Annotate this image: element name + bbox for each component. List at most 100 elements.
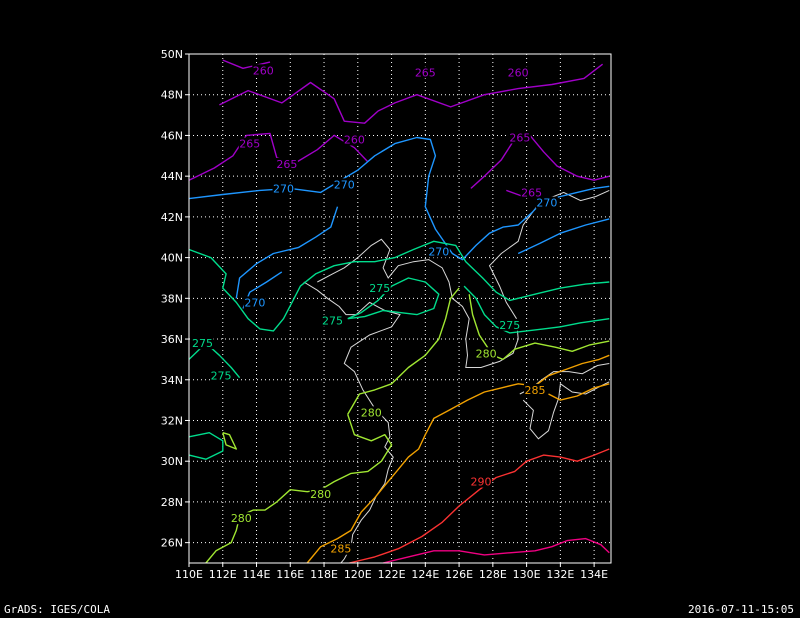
contour-label-bg bbox=[309, 487, 332, 500]
contour-label-bg bbox=[210, 369, 233, 382]
contour-label: 290 bbox=[471, 476, 492, 489]
contour-label-bg bbox=[230, 512, 253, 525]
y-tick-label: 40N bbox=[161, 252, 183, 265]
contour-label: 270 bbox=[273, 182, 294, 195]
x-tick-label: 132E bbox=[546, 568, 574, 581]
x-tick-label: 134E bbox=[580, 568, 608, 581]
contour-label-bg bbox=[272, 182, 295, 195]
contour-lines bbox=[188, 59, 610, 564]
contour-line-290 bbox=[349, 448, 610, 564]
footer-timestamp: 2016-07-11-15:05 bbox=[688, 603, 794, 616]
y-tick-label: 26N bbox=[161, 537, 183, 550]
contour-label-bg bbox=[360, 406, 383, 419]
y-tick-label: 42N bbox=[161, 211, 183, 224]
contour-label-bg bbox=[329, 542, 352, 555]
x-tick-label: 114E bbox=[243, 568, 271, 581]
coastline-path bbox=[303, 281, 401, 564]
contour-line-280 bbox=[205, 414, 393, 564]
contour-label: 260 bbox=[508, 66, 529, 79]
contour-line-265 bbox=[470, 134, 610, 189]
y-tick-label: 32N bbox=[161, 414, 183, 427]
x-tick-label: 112E bbox=[209, 568, 237, 581]
contour-label-bg bbox=[252, 64, 275, 77]
contour-label: 275 bbox=[499, 319, 520, 332]
contour-line-260 bbox=[222, 59, 271, 70]
contour-label-bg bbox=[368, 282, 391, 295]
y-tick-label: 30N bbox=[161, 455, 183, 468]
contour-label: 260 bbox=[253, 64, 274, 77]
contour-label: 285 bbox=[330, 543, 351, 556]
contour-label: 280 bbox=[231, 512, 252, 525]
contour-label: 280 bbox=[361, 406, 382, 419]
contour-line-275 bbox=[188, 240, 610, 332]
contour-line-275 bbox=[463, 285, 610, 334]
contour-line-285 bbox=[306, 354, 610, 564]
contour-label-bg bbox=[343, 133, 366, 146]
y-tick-label: 50N bbox=[161, 48, 183, 61]
contour-label-bg bbox=[535, 196, 558, 209]
contour-label: 270 bbox=[334, 178, 355, 191]
contour-label: 265 bbox=[521, 186, 542, 199]
contour-line-270 bbox=[235, 206, 339, 299]
x-tick-label: 128E bbox=[479, 568, 507, 581]
contour-label-bg bbox=[524, 383, 547, 396]
contour-label: 265 bbox=[239, 138, 260, 151]
contour-label: 275 bbox=[369, 282, 390, 295]
contour-label: 265 bbox=[509, 131, 530, 144]
contour-line-270 bbox=[517, 218, 610, 255]
x-tick-label: 116E bbox=[276, 568, 304, 581]
y-tick-label: 28N bbox=[161, 496, 183, 509]
contour-label: 270 bbox=[536, 197, 557, 210]
contour-label: 275 bbox=[322, 315, 343, 328]
contour-label: 275 bbox=[211, 370, 232, 383]
y-tick-label: 38N bbox=[161, 292, 183, 305]
x-tick-label: 110E bbox=[175, 568, 203, 581]
contour-label-bg bbox=[475, 347, 498, 360]
contour-label: 280 bbox=[310, 488, 331, 501]
contour-label-bg bbox=[275, 157, 298, 170]
y-tick-label: 48N bbox=[161, 89, 183, 102]
contour-label: 260 bbox=[344, 134, 365, 147]
contour-label-bg bbox=[321, 314, 344, 327]
y-tick-label: 44N bbox=[161, 170, 183, 183]
contour-label-bg bbox=[520, 186, 543, 199]
y-tick-label: 36N bbox=[161, 333, 183, 346]
contour-label: 280 bbox=[476, 347, 497, 360]
contour-line-275 bbox=[347, 277, 440, 320]
contour-label-bg bbox=[333, 178, 356, 191]
y-tick-label: 46N bbox=[161, 129, 183, 142]
coastline-path bbox=[317, 206, 538, 368]
plot-frame bbox=[188, 53, 612, 564]
x-tick-label: 122E bbox=[378, 568, 406, 581]
x-tick-label: 130E bbox=[513, 568, 541, 581]
coastline-path bbox=[522, 381, 610, 440]
x-tick-label: 118E bbox=[310, 568, 338, 581]
contour-label: 270 bbox=[428, 245, 449, 258]
contour-label-bg bbox=[507, 66, 530, 79]
contour-line-265 bbox=[188, 132, 369, 181]
y-axis-ticks: 26N 28N 30N 32N 34N 36N 38N 40N 42N 44N 46N 48N 50N bbox=[161, 48, 189, 550]
contour-label: 270 bbox=[244, 296, 265, 309]
contour-label-bg bbox=[414, 66, 437, 79]
contour-line-275 bbox=[188, 432, 224, 460]
contour-label-bg bbox=[470, 475, 493, 488]
contour-label-bg bbox=[508, 131, 531, 144]
contour-line-295 bbox=[382, 537, 610, 564]
y-tick-label: 34N bbox=[161, 374, 183, 387]
contour-line-280 bbox=[347, 287, 460, 415]
contour-label: 275 bbox=[192, 337, 213, 350]
contour-label-bg bbox=[191, 337, 214, 350]
contour-label-bg bbox=[498, 318, 521, 331]
footer-credit: GrADS: IGES/COLA bbox=[4, 603, 110, 616]
contour-label: 265 bbox=[276, 158, 297, 171]
contour-line-285 bbox=[548, 383, 610, 401]
x-tick-label: 124E bbox=[411, 568, 439, 581]
x-tick-label: 126E bbox=[445, 568, 473, 581]
contour-label-bg bbox=[427, 245, 450, 258]
contour-label-bg bbox=[238, 137, 261, 150]
x-axis-ticks: 110E 112E 114E 116E 118E 120E 122E 124E 126E 128E… bbox=[175, 563, 608, 581]
contour-line-280 bbox=[222, 432, 238, 450]
contour-label: 285 bbox=[525, 384, 546, 397]
